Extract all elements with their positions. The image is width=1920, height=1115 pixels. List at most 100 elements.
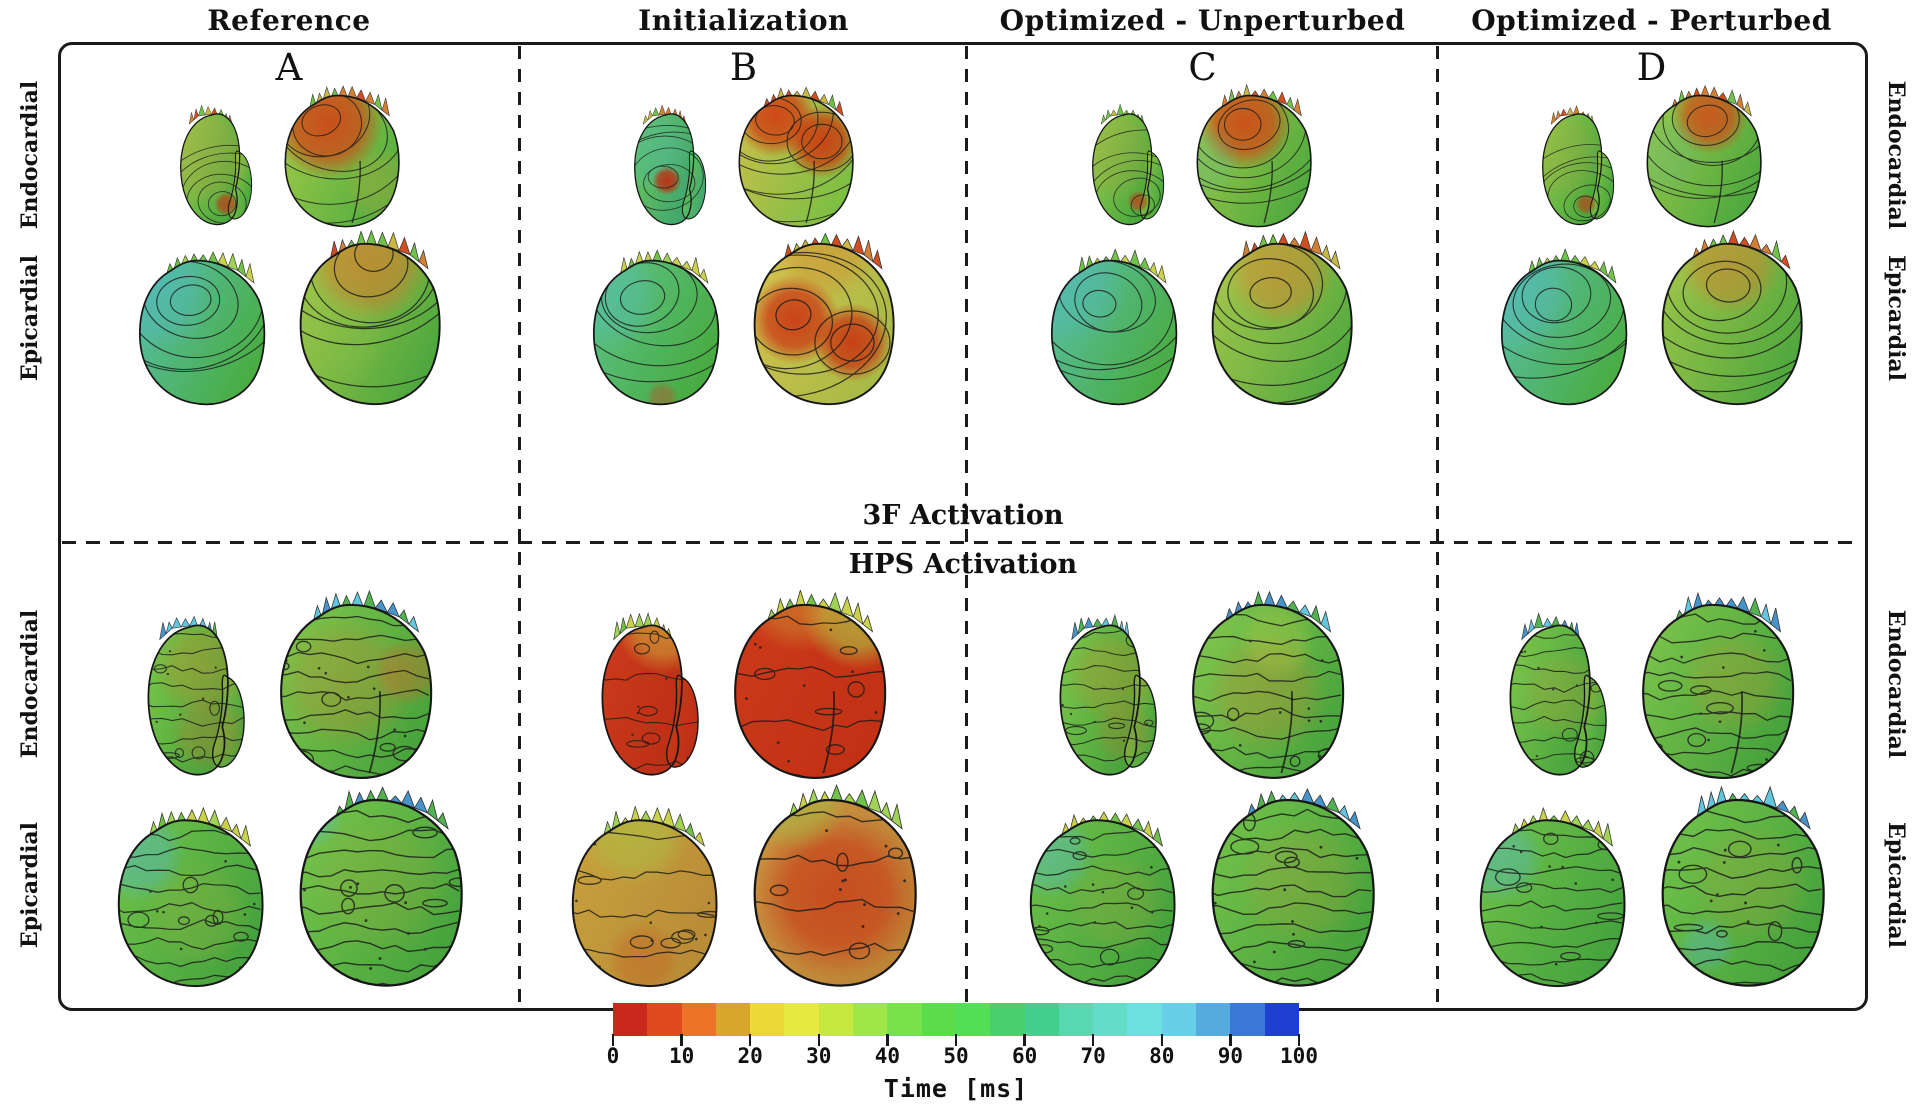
colorbar-tick-label: 10 [668, 1044, 695, 1068]
heart-mesh-right [1211, 787, 1375, 987]
column-header-optimized-unperturbed: Optimized - Unperturbed [999, 4, 1406, 37]
heart-pair-cell [66, 228, 514, 408]
heart-mesh-left [634, 104, 707, 226]
heart-mesh-left [1500, 248, 1628, 406]
colorbar-tick [1229, 1034, 1232, 1046]
colorbar-tick [817, 1034, 821, 1046]
heart-mesh-right [1642, 591, 1795, 779]
heart-mesh-right [1192, 590, 1345, 779]
colorbar-tick-label: 0 [606, 1044, 620, 1068]
heart-mesh-left [138, 251, 266, 406]
column-header-initialization: Initialization [638, 4, 849, 37]
colorbar-tick-label: 30 [806, 1044, 832, 1068]
heart-mesh-left [180, 104, 253, 226]
heart-mesh-right [1661, 230, 1803, 406]
heart-mesh-left [147, 615, 245, 776]
heart-mesh-left [1029, 811, 1176, 987]
colorbar-segment [681, 1003, 716, 1036]
colorbar-segment [1058, 1003, 1094, 1036]
row-label-left-epicardial-3f: Epicardial [17, 254, 43, 382]
heart-pair-cell [66, 80, 514, 230]
heart-pair-cell [526, 228, 962, 408]
section-label-hps-activation: HPS Activation [848, 549, 1078, 580]
heart-mesh-left [1542, 104, 1615, 226]
heart-mesh-left [1479, 806, 1626, 987]
heart-mesh-right [280, 590, 433, 779]
heart-mesh-left [1050, 248, 1178, 406]
column-separator-1 [518, 46, 521, 1003]
heart-mesh-left [117, 806, 264, 987]
row-label-right-epicardial-3f: Epicardial [1883, 254, 1909, 382]
heart-pair-cell [972, 586, 1432, 782]
column-letter-d: D [1636, 46, 1667, 89]
colorbar-tick [748, 1034, 752, 1046]
row-label-right-endocardial-hps: Endocardial [1883, 609, 1909, 759]
colorbar-tick [1023, 1034, 1026, 1046]
heart-mesh-left [592, 249, 720, 406]
colorbar-tick [954, 1034, 958, 1046]
heart-mesh-right [299, 786, 463, 987]
column-letter-a: A [275, 46, 303, 89]
colorbar-tick-label: 80 [1149, 1044, 1175, 1068]
heart-pair-cell [66, 780, 514, 990]
colorbar-segment [1196, 1003, 1231, 1036]
colorbar-segment [955, 1003, 991, 1036]
colorbar-title: Time [ms] [883, 1074, 1029, 1103]
colorbar-tick [1160, 1034, 1164, 1046]
colorbar-segment [921, 1003, 956, 1036]
heart-pair-cell [526, 80, 962, 230]
heart-pair-cell [1442, 780, 1862, 990]
heart-mesh-right [1646, 84, 1762, 228]
heart-mesh-left [1059, 613, 1157, 776]
row-label-left-epicardial-hps: Epicardial [17, 821, 43, 949]
heart-pair-cell [972, 780, 1432, 990]
colorbar-tick [1091, 1034, 1095, 1046]
heart-mesh-left [1092, 104, 1165, 226]
colorbar-segment [887, 1003, 922, 1036]
column-separator-2 [965, 46, 968, 1003]
colorbar-segment [647, 1003, 682, 1036]
heart-mesh-right [284, 85, 400, 228]
colorbar-segment [990, 1003, 1025, 1036]
column-separator-3 [1436, 46, 1439, 1003]
column-letter-b: B [729, 46, 758, 89]
colorbar-segment [1127, 1003, 1162, 1036]
heart-mesh-left [1509, 612, 1607, 776]
heart-pair-cell [1442, 80, 1862, 230]
heart-pair-cell [972, 228, 1432, 408]
colorbar-tick [886, 1034, 889, 1046]
colorbar-segment [715, 1003, 751, 1036]
heart-pair-cell [526, 586, 962, 782]
heart-pair-cell [526, 780, 962, 990]
colorbar-segment [853, 1003, 888, 1036]
heart-mesh-right [753, 784, 917, 987]
row-label-left-endocardial-hps: Endocardial [17, 609, 43, 759]
heart-mesh-left [601, 612, 699, 776]
colorbar-tick-label: 100 [1280, 1044, 1318, 1068]
colorbar-segment [750, 1003, 785, 1036]
colorbar-segment [1161, 1003, 1197, 1036]
colorbar-tick-label: 60 [1011, 1044, 1038, 1068]
heart-mesh-right [299, 230, 441, 406]
row-label-right-epicardial-hps: Epicardial [1883, 821, 1909, 949]
heart-mesh-right [753, 232, 895, 406]
colorbar-tick [611, 1034, 615, 1046]
heart-mesh-right [1661, 785, 1825, 987]
colorbar-tick [1297, 1034, 1301, 1046]
colorbar-segment [1230, 1003, 1265, 1036]
colorbar-tick-label: 50 [943, 1044, 969, 1068]
colorbar-segment [818, 1003, 854, 1036]
heart-mesh-right [738, 86, 854, 228]
colorbar-segment [613, 1003, 648, 1036]
heart-pair-cell [972, 80, 1432, 230]
heart-mesh-right [1196, 84, 1312, 228]
section-label-3f-activation: 3F Activation [862, 500, 1064, 531]
heart-pair-cell [1442, 586, 1862, 782]
heart-mesh-right [1211, 230, 1353, 406]
heart-pair-cell [1442, 228, 1862, 408]
colorbar-segment [1264, 1003, 1299, 1036]
section-separator [62, 541, 1862, 544]
heart-pair-cell [66, 586, 514, 782]
colorbar-tick-label: 40 [874, 1044, 901, 1068]
